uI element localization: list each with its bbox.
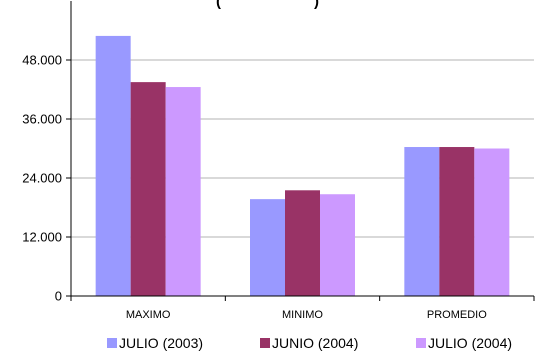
category-label: MAXIMO [126,309,171,321]
legend-label: JULIO (2003) [119,335,203,351]
category-label: PROMEDIO [427,309,487,321]
bar [250,199,285,296]
y-tick-label: 0 [55,289,62,304]
legend-swatch [107,338,117,348]
legend-label: JUNIO (2004) [272,335,358,351]
bar [474,148,510,296]
bar [165,87,201,297]
legend-label: JULIO (2004) [428,335,512,351]
bar [404,147,440,296]
bars [95,35,510,297]
category-label: MINIMO [282,309,323,321]
y-tick-label: 12.000 [22,230,62,245]
bar [439,147,475,296]
bar [130,82,166,296]
svg-text:(: ( [216,0,221,10]
legend: JULIO (2003) JUNIO (2004) JULIO (2004) [107,335,512,351]
category-labels: MAXIMO MINIMO PROMEDIO [126,309,487,321]
legend-swatch [416,338,426,348]
axes [66,1,535,301]
bar [320,194,355,296]
y-tick-label: 24.000 [22,171,62,186]
legend-swatch [260,338,270,348]
chart-title-fragment: ( ) [216,0,319,10]
bar [95,35,131,297]
y-tick-label: 36.000 [22,112,62,127]
y-tick-label: 48.000 [22,53,62,68]
svg-text:): ) [314,0,319,10]
y-tick-labels: 0 12.000 24.000 36.000 48.000 [22,53,62,304]
bar [285,190,320,296]
